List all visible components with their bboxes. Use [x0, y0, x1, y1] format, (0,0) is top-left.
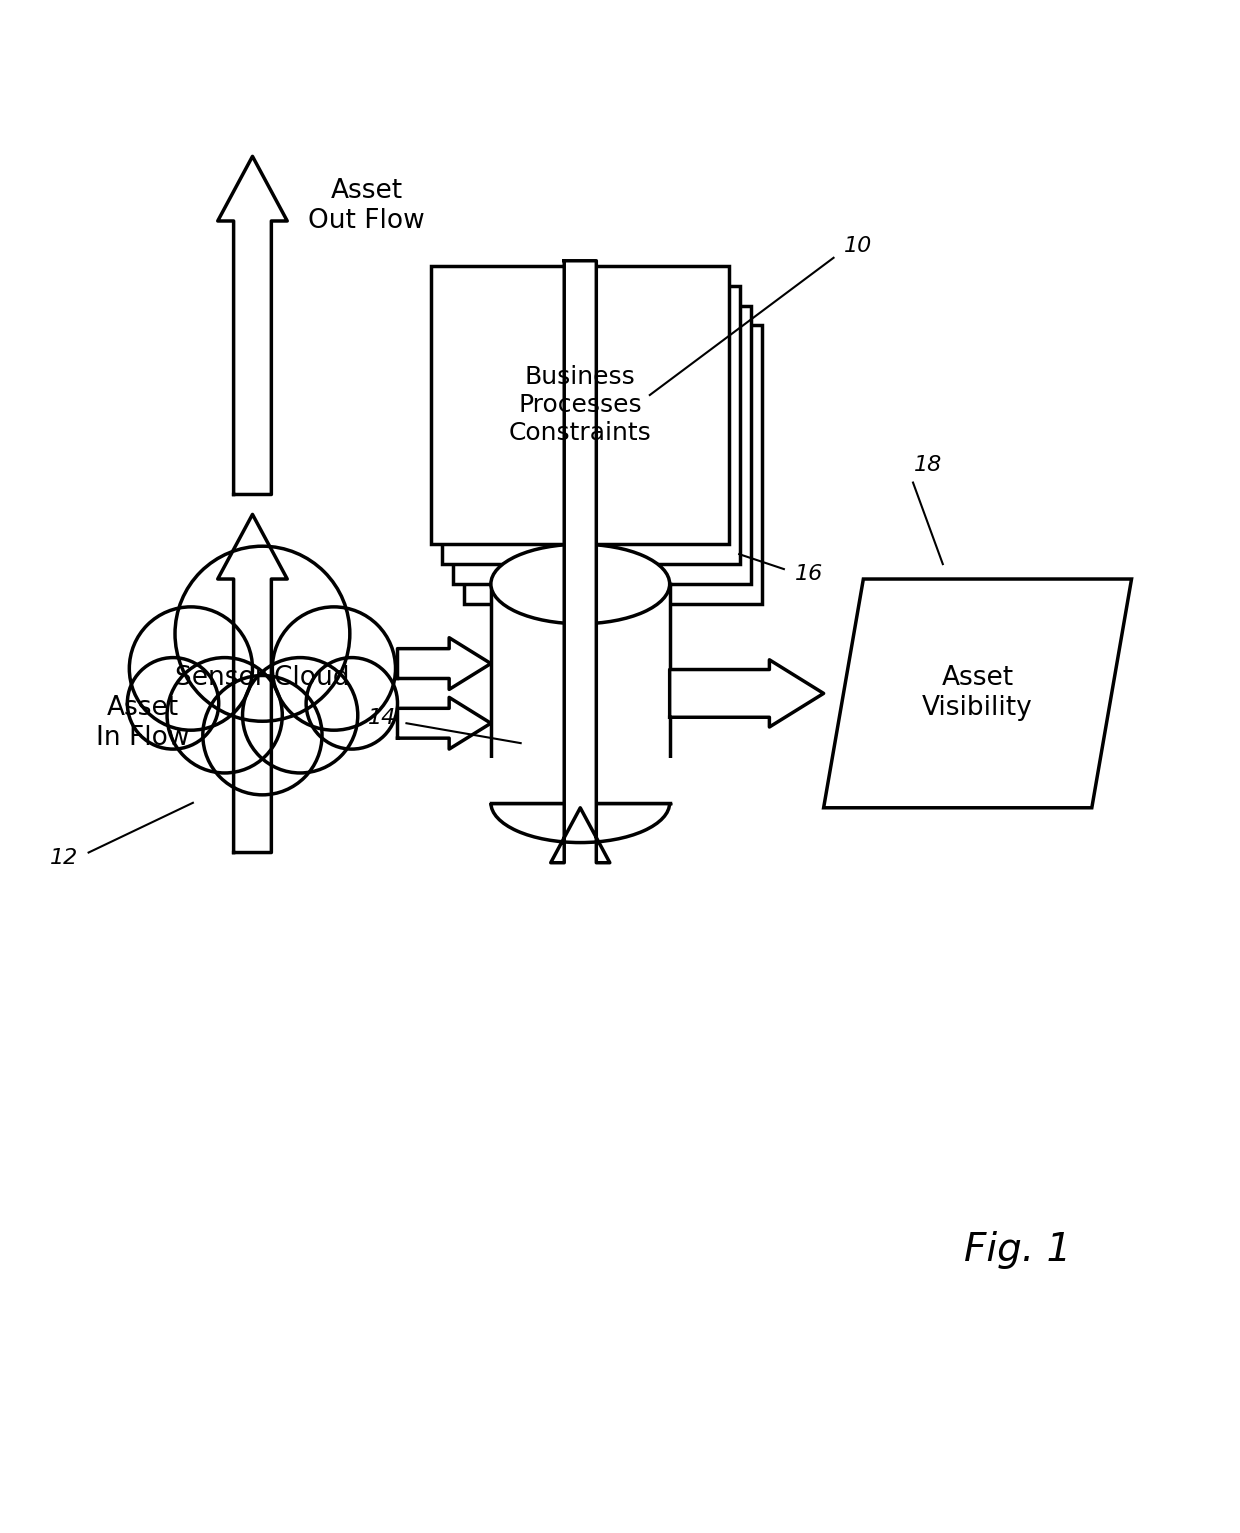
Circle shape — [243, 658, 358, 773]
Polygon shape — [398, 638, 491, 690]
Circle shape — [203, 676, 322, 794]
FancyBboxPatch shape — [443, 285, 740, 564]
Ellipse shape — [491, 763, 670, 843]
Circle shape — [167, 658, 283, 773]
FancyBboxPatch shape — [491, 584, 670, 803]
Polygon shape — [218, 156, 288, 495]
FancyBboxPatch shape — [432, 265, 729, 544]
Circle shape — [273, 607, 396, 730]
Text: Asset
In Flow: Asset In Flow — [97, 696, 190, 751]
FancyBboxPatch shape — [453, 305, 751, 584]
Ellipse shape — [491, 544, 670, 624]
Circle shape — [129, 607, 253, 730]
Polygon shape — [551, 261, 610, 863]
Text: 14: 14 — [367, 708, 396, 728]
Text: Fig. 1: Fig. 1 — [963, 1231, 1071, 1269]
Text: 16: 16 — [795, 564, 823, 584]
Polygon shape — [823, 579, 1132, 808]
Polygon shape — [670, 659, 823, 727]
Text: Asset
Visibility: Asset Visibility — [923, 665, 1033, 722]
Text: Sensor Cloud: Sensor Cloud — [175, 665, 350, 691]
FancyBboxPatch shape — [464, 325, 763, 604]
Text: 10: 10 — [844, 236, 873, 256]
Circle shape — [306, 658, 398, 750]
Text: Business
Processes
Constraints: Business Processes Constraints — [508, 365, 652, 445]
Circle shape — [128, 658, 218, 750]
Polygon shape — [398, 698, 491, 750]
Polygon shape — [218, 515, 288, 852]
Text: 18: 18 — [914, 455, 942, 475]
Circle shape — [175, 546, 350, 721]
Text: Asset
Out Flow: Asset Out Flow — [309, 178, 425, 235]
Text: 12: 12 — [50, 848, 78, 868]
FancyBboxPatch shape — [486, 757, 675, 803]
